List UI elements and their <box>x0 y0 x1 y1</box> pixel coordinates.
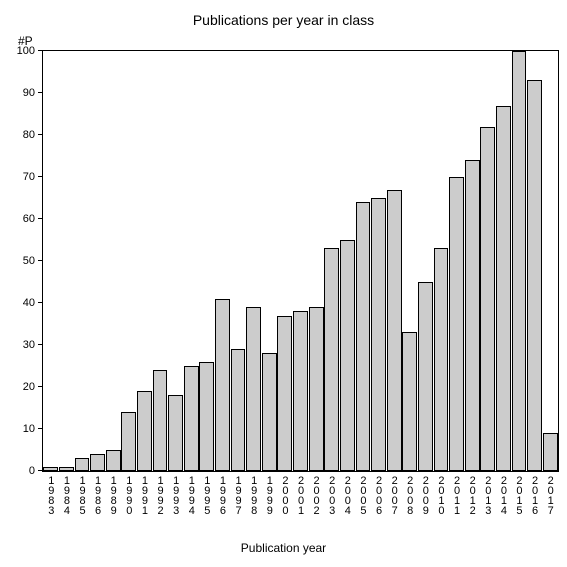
bar <box>527 80 542 471</box>
x-tick-label: 1984 <box>61 471 72 515</box>
x-tick-label: 2008 <box>404 471 415 515</box>
x-tick-label: 2013 <box>482 471 493 515</box>
y-tick-mark <box>38 50 43 51</box>
x-tick-label: 1998 <box>248 471 259 515</box>
bar <box>449 177 464 471</box>
x-tick-label: 2001 <box>295 471 306 515</box>
x-tick-label: 2002 <box>311 471 322 515</box>
x-tick-label: 1991 <box>139 471 150 515</box>
x-tick-label: 2006 <box>373 471 384 515</box>
y-tick-label: 60 <box>23 213 43 225</box>
y-tick-label: 90 <box>23 87 43 99</box>
bar <box>168 395 183 471</box>
bar <box>137 391 152 471</box>
x-tick-label: 2016 <box>529 471 540 515</box>
y-tick-mark <box>38 344 43 345</box>
bar <box>387 190 402 471</box>
plot-area: 0102030405060708090100198319841985198619… <box>42 50 559 472</box>
x-tick-label: 1990 <box>123 471 134 515</box>
bar <box>465 160 480 471</box>
y-tick-label: 30 <box>23 339 43 351</box>
y-tick-label: 0 <box>29 465 43 477</box>
bar <box>90 454 105 471</box>
bar <box>215 299 230 471</box>
x-tick-label: 1985 <box>77 471 88 515</box>
x-tick-label: 2012 <box>467 471 478 515</box>
y-tick-label: 80 <box>23 129 43 141</box>
bar <box>434 248 449 471</box>
x-tick-label: 1994 <box>186 471 197 515</box>
bar <box>309 307 324 471</box>
x-axis-label: Publication year <box>0 541 567 555</box>
y-tick-mark <box>38 470 43 471</box>
bar <box>153 370 168 471</box>
chart-title: Publications per year in class <box>0 12 567 28</box>
x-tick-label: 2015 <box>513 471 524 515</box>
x-tick-label: 2007 <box>389 471 400 515</box>
y-tick-label: 50 <box>23 255 43 267</box>
y-tick-mark <box>38 92 43 93</box>
x-tick-label: 2004 <box>342 471 353 515</box>
x-tick-label: 2011 <box>451 471 462 515</box>
y-tick-label: 40 <box>23 297 43 309</box>
bar <box>293 311 308 471</box>
y-tick-mark <box>38 134 43 135</box>
bar <box>184 366 199 471</box>
x-tick-label: 1992 <box>155 471 166 515</box>
x-tick-label: 2009 <box>420 471 431 515</box>
bar <box>418 282 433 471</box>
y-tick-mark <box>38 386 43 387</box>
bar <box>246 307 261 471</box>
x-tick-label: 1999 <box>264 471 275 515</box>
y-tick-label: 100 <box>17 45 43 57</box>
y-tick-label: 20 <box>23 381 43 393</box>
x-tick-label: 1993 <box>170 471 181 515</box>
bar <box>356 202 371 471</box>
bar <box>480 127 495 471</box>
x-tick-label: 1997 <box>233 471 244 515</box>
bar <box>324 248 339 471</box>
x-tick-label: 2005 <box>357 471 368 515</box>
x-tick-label: 1989 <box>108 471 119 515</box>
y-tick-mark <box>38 428 43 429</box>
x-tick-label: 1995 <box>201 471 212 515</box>
y-tick-label: 70 <box>23 171 43 183</box>
x-tick-label: 1996 <box>217 471 228 515</box>
bar <box>340 240 355 471</box>
bar <box>121 412 136 471</box>
x-tick-label: 2010 <box>435 471 446 515</box>
y-tick-mark <box>38 218 43 219</box>
bar <box>496 106 511 471</box>
bar <box>262 353 277 471</box>
bar <box>199 362 214 471</box>
x-tick-label: 2017 <box>545 471 556 515</box>
y-tick-mark <box>38 302 43 303</box>
x-tick-label: 2014 <box>498 471 509 515</box>
bar <box>231 349 246 471</box>
x-tick-label: 2003 <box>326 471 337 515</box>
bar <box>402 332 417 471</box>
bar <box>371 198 386 471</box>
y-tick-mark <box>38 176 43 177</box>
y-tick-mark <box>38 260 43 261</box>
x-tick-label: 2000 <box>279 471 290 515</box>
bar <box>512 51 527 471</box>
y-tick-label: 10 <box>23 423 43 435</box>
chart-container: Publications per year in class #P 010203… <box>0 0 567 567</box>
bar <box>75 458 90 471</box>
x-tick-label: 1983 <box>45 471 56 515</box>
bar <box>106 450 121 471</box>
x-tick-label: 1986 <box>92 471 103 515</box>
bar <box>543 433 558 471</box>
bar <box>277 316 292 471</box>
